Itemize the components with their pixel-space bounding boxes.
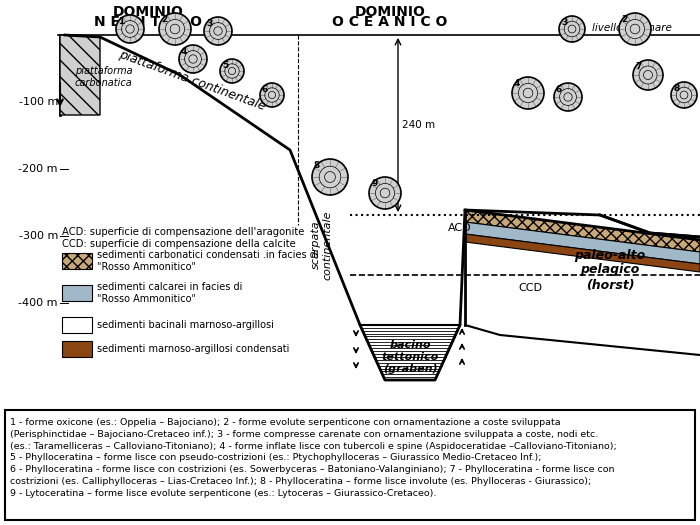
Text: 2: 2 (161, 15, 167, 24)
Text: -100 m: -100 m (19, 97, 58, 107)
Text: livello del mare: livello del mare (592, 23, 672, 33)
Polygon shape (360, 325, 460, 380)
Polygon shape (60, 35, 100, 115)
Bar (62, 285, 92, 301)
Text: -200 m: -200 m (18, 164, 58, 174)
Text: paleo-alto
pelagico
(horst): paleo-alto pelagico (horst) (575, 248, 645, 291)
Polygon shape (465, 222, 700, 264)
Text: CCD: CCD (518, 283, 542, 293)
Text: O C E A N I C O: O C E A N I C O (332, 15, 448, 29)
Text: 8: 8 (314, 161, 321, 170)
Text: -400 m: -400 m (18, 298, 58, 308)
Circle shape (116, 15, 144, 43)
Text: sedimenti calcarei in facies di
"Rosso Ammonitico": sedimenti calcarei in facies di "Rosso A… (97, 282, 242, 304)
Bar (62, 341, 92, 357)
Polygon shape (465, 210, 700, 252)
Text: piattaforma
carbonatica: piattaforma carbonatica (75, 66, 133, 88)
Circle shape (369, 177, 401, 209)
Text: piattaforma continentale: piattaforma continentale (117, 47, 267, 113)
Circle shape (512, 77, 544, 109)
Text: 6: 6 (556, 85, 562, 94)
Text: sedimenti bacinali marnoso-argillosi: sedimenti bacinali marnoso-argillosi (97, 320, 274, 330)
Circle shape (260, 83, 284, 107)
Text: scarpata
continentale: scarpata continentale (312, 210, 332, 280)
Text: bacino
tettonico
(graben): bacino tettonico (graben) (382, 340, 439, 374)
Circle shape (633, 60, 663, 90)
Text: ACD: superficie di compensazione dell'aragonite
CCD: superficie di compensazione: ACD: superficie di compensazione dell'ar… (62, 227, 304, 249)
Circle shape (554, 83, 582, 111)
Bar (62, 253, 92, 269)
Circle shape (559, 16, 585, 42)
Text: DOMINIO: DOMINIO (355, 5, 426, 19)
Text: 4: 4 (181, 47, 188, 56)
Text: 8: 8 (673, 84, 679, 93)
Text: 6: 6 (262, 85, 268, 94)
Text: ACD: ACD (448, 223, 472, 233)
Circle shape (671, 82, 697, 108)
Circle shape (204, 17, 232, 45)
Text: 2: 2 (621, 15, 627, 24)
Text: 3: 3 (206, 19, 212, 28)
Circle shape (179, 45, 207, 73)
Text: -300 m: -300 m (19, 231, 58, 241)
Bar (62, 317, 92, 333)
Circle shape (619, 13, 651, 45)
Text: 1 - forme oxicone (es.: Oppelia – Bajociano); 2 - forme evolute serpenticone con: 1 - forme oxicone (es.: Oppelia – Bajoci… (10, 418, 617, 498)
Text: sedimenti marnoso-argillosi condensati: sedimenti marnoso-argillosi condensati (97, 344, 289, 354)
Text: 5: 5 (222, 61, 228, 70)
Text: DOMINIO: DOMINIO (113, 5, 183, 19)
Circle shape (312, 159, 348, 195)
Text: sedimenti carbonatici condensati .in facies di
"Rosso Ammonitico": sedimenti carbonatici condensati .in fac… (97, 250, 318, 272)
Text: N E R I T I C O: N E R I T I C O (94, 15, 202, 29)
Bar (5, 410, 695, 520)
Text: 1: 1 (118, 17, 125, 26)
Text: 3: 3 (561, 18, 567, 27)
Polygon shape (465, 234, 700, 272)
Circle shape (220, 59, 244, 83)
Text: 4: 4 (514, 79, 520, 88)
Circle shape (159, 13, 191, 45)
Text: 9: 9 (371, 179, 377, 188)
Text: 240 m: 240 m (402, 120, 435, 130)
Text: 7: 7 (635, 62, 641, 71)
